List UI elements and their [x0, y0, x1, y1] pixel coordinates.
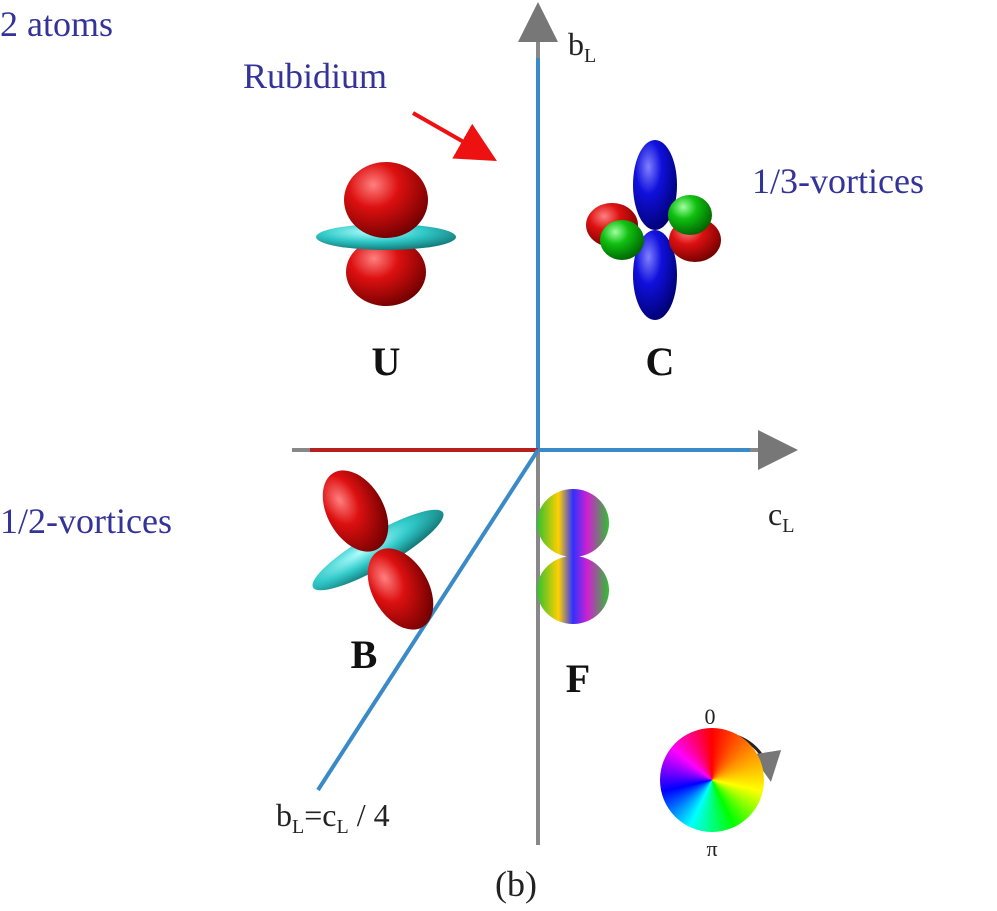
pointer-arrow — [413, 113, 490, 157]
line-label-part: / 4 — [349, 797, 390, 833]
line-label-sub: L — [336, 816, 348, 838]
annotation: 1/2-vortices — [0, 501, 172, 541]
line-label: bL=cL / 4 — [276, 797, 390, 838]
axis-label-sub: L — [782, 515, 794, 537]
phase-label: B — [351, 632, 378, 677]
axis-label-main: b — [568, 26, 584, 62]
phase-label: F — [566, 656, 590, 701]
axis-label-main: c — [768, 496, 782, 532]
lobe — [537, 489, 609, 557]
title: 2 atoms — [0, 4, 113, 44]
line-label-part: =c — [304, 797, 336, 833]
caption: (b) — [495, 864, 537, 904]
line-label-sub: L — [292, 816, 304, 838]
annotation: 1/3-vortices — [752, 161, 924, 201]
wheel-label: 0 — [705, 704, 716, 729]
lobe — [600, 220, 644, 260]
diagram: 2 atoms Rubidium 1/3-vortices 1/2-vortic… — [0, 0, 997, 911]
axis-label-sub: L — [584, 45, 596, 67]
axis-label: bL — [568, 26, 596, 67]
lobe — [668, 195, 712, 235]
color-wheel — [660, 728, 764, 832]
annotation: Rubidium — [243, 56, 387, 96]
axis-label: cL — [768, 496, 794, 537]
u-shape — [316, 162, 456, 306]
b-shape — [269, 435, 488, 664]
line-label-part: b — [276, 797, 292, 833]
lobe — [537, 556, 609, 624]
wheel-label: π — [706, 836, 717, 861]
phase-label: U — [372, 339, 401, 384]
c-shape — [586, 140, 721, 320]
phase-label: C — [646, 339, 675, 384]
lobe — [344, 162, 428, 238]
f-shape — [537, 489, 609, 624]
